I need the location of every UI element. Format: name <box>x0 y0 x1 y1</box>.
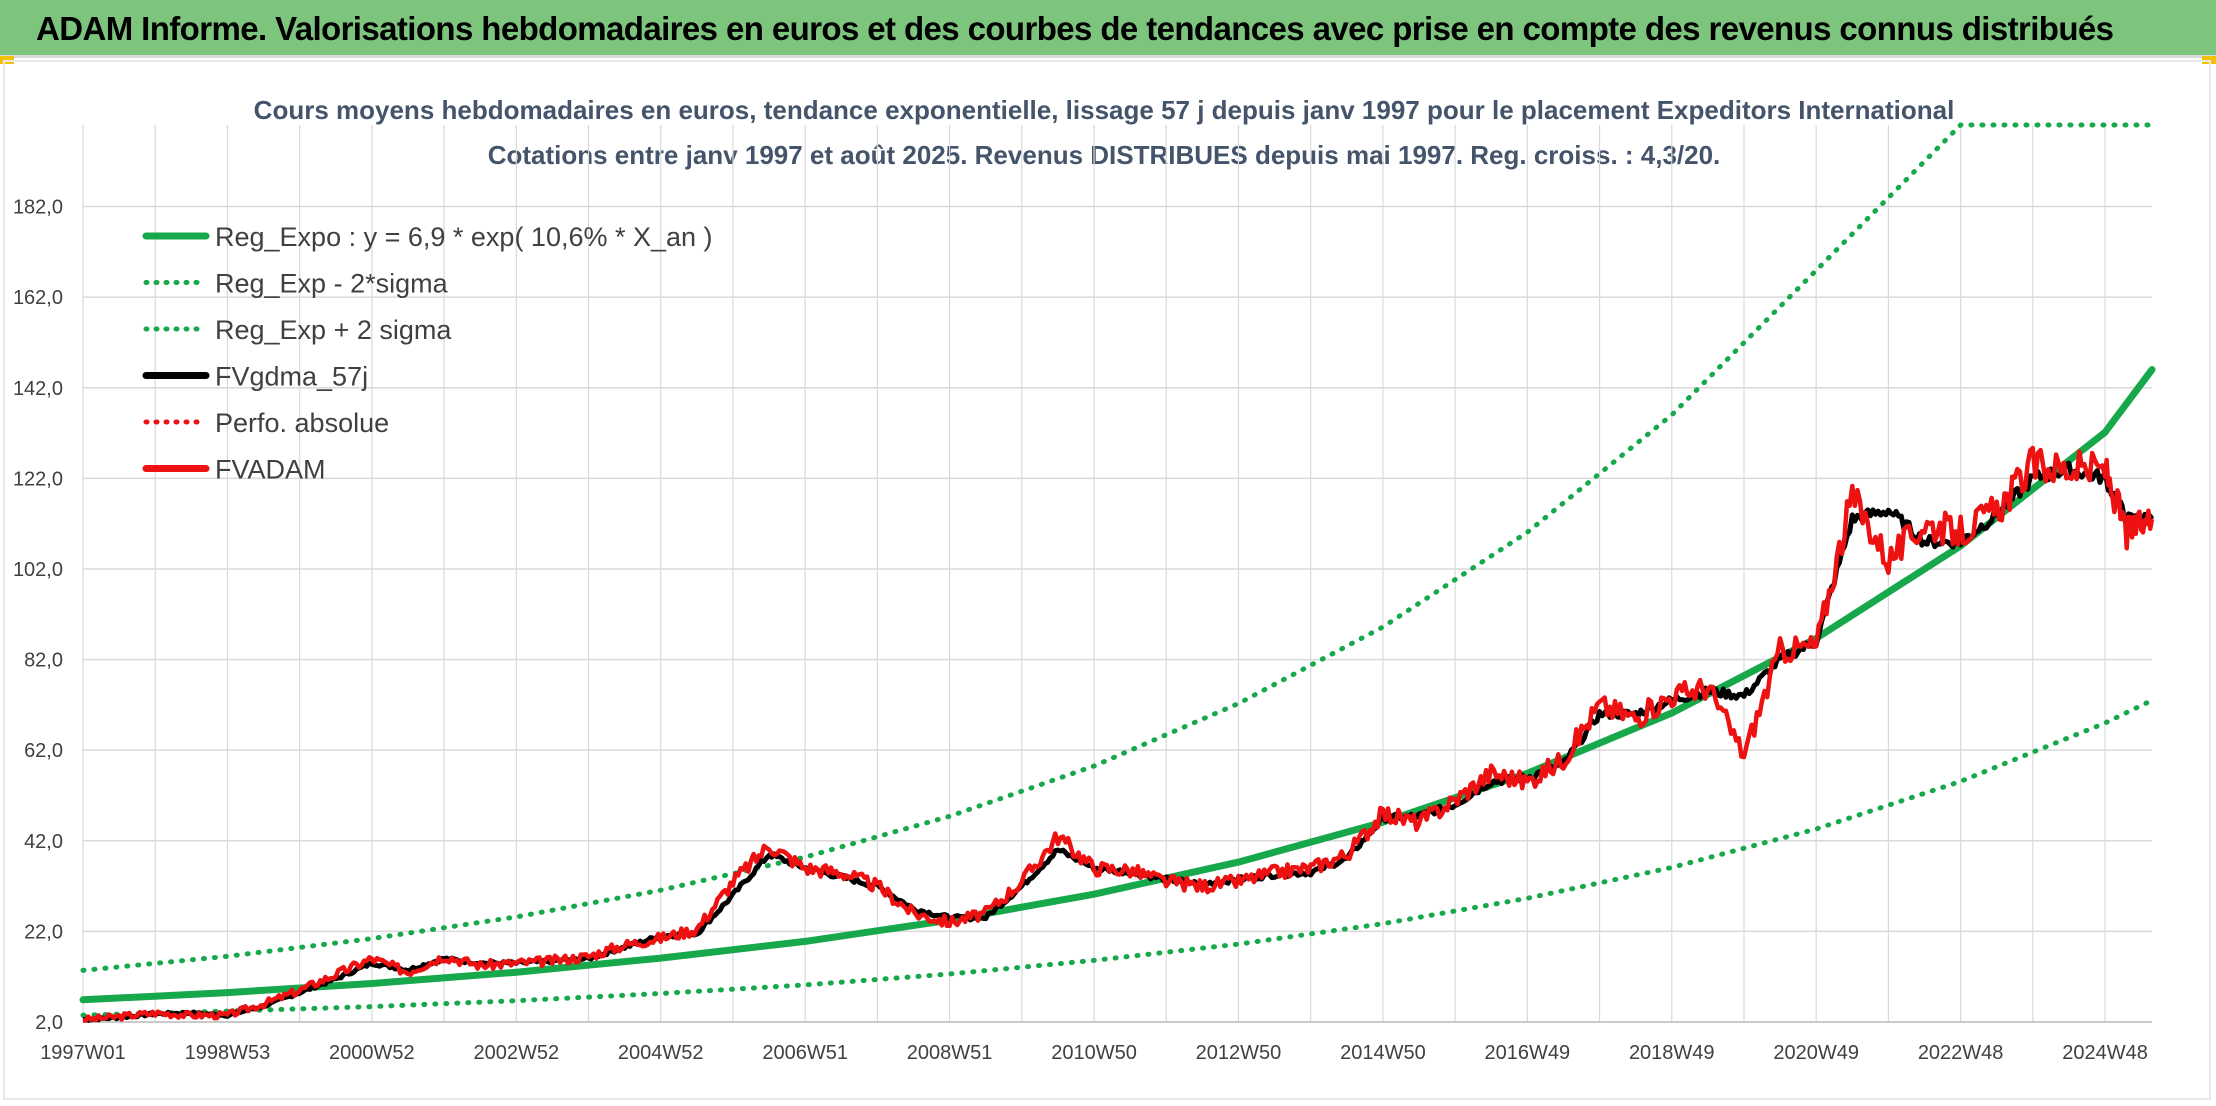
x-tick-label: 2004W52 <box>618 1042 704 1064</box>
legend-label: Perfo. absolue <box>215 408 389 438</box>
report-header: ADAM Informe. Valorisations hebdomadaire… <box>0 0 2216 58</box>
grid <box>82 125 2152 1023</box>
x-tick-label: 2020W49 <box>1773 1042 1859 1064</box>
x-tick-label: 2014W50 <box>1340 1042 1426 1064</box>
legend: Reg_Expo : y = 6,9 * exp( 10,6% * X_an )… <box>142 222 713 485</box>
x-tick-label: 2008W51 <box>907 1042 993 1064</box>
y-tick-label: 102,0 <box>13 559 63 581</box>
chart-title: Cours moyens hebdomadaires en euros, ten… <box>254 95 1955 125</box>
reg-expo-line <box>79 366 2156 1004</box>
y-tick-label: 62,0 <box>24 740 63 762</box>
y-tick-label: 82,0 <box>24 650 63 672</box>
x-tick-label: 2000W52 <box>329 1042 415 1064</box>
legend-label: Reg_Expo : y = 6,9 * exp( 10,6% * X_an ) <box>215 222 713 252</box>
x-tick-label: 2002W52 <box>473 1042 559 1064</box>
reg-exp-plus-2sigma-line <box>80 122 2155 973</box>
x-tick-label: 1998W53 <box>185 1042 271 1064</box>
y-tick-label: 2,0 <box>35 1012 63 1034</box>
x-tick-label: 1997W01 <box>40 1042 126 1064</box>
y-tick-label: 42,0 <box>24 831 63 853</box>
legend-label: Reg_Exp - 2*sigma <box>215 269 449 299</box>
y-tick-label: 162,0 <box>13 287 63 309</box>
y-tick-label: 22,0 <box>24 921 63 943</box>
x-tick-label: 2024W48 <box>2062 1042 2148 1064</box>
legend-label: FVgdma_57j <box>215 362 368 392</box>
y-tick-label: 142,0 <box>13 378 63 400</box>
x-tick-label: 2012W50 <box>1196 1042 1282 1064</box>
legend-label: Reg_Exp + 2 sigma <box>215 315 452 345</box>
y-axis: 2,0 22,0 42,0 62,0 82,0 102,0 122,0 142,0 162,0 1… <box>13 197 63 1034</box>
plot-area <box>79 122 2156 1023</box>
x-tick-label: 2018W49 <box>1629 1042 1715 1064</box>
fvadam-line <box>83 445 2155 1023</box>
x-tick-label: 2006W51 <box>762 1042 848 1064</box>
chart-subtitle: Cotations entre janv 1997 et août 2025. … <box>488 140 1721 170</box>
y-tick-label: 182,0 <box>13 197 63 219</box>
y-tick-label: 122,0 <box>13 468 63 490</box>
x-tick-label: 2010W50 <box>1051 1042 1137 1064</box>
chart-frame <box>3 60 2211 1100</box>
report-title: ADAM Informe. Valorisations hebdomadaire… <box>36 10 2114 47</box>
reg-exp-minus-2sigma-line <box>80 697 2155 1018</box>
x-tick-label: 2016W49 <box>1485 1042 1571 1064</box>
x-axis: 1997W01 1998W53 2000W52 2002W52 2004W52 2006W… <box>40 1021 2152 1064</box>
legend-label: FVADAM <box>215 455 326 485</box>
x-tick-label: 2022W48 <box>1918 1042 2004 1064</box>
